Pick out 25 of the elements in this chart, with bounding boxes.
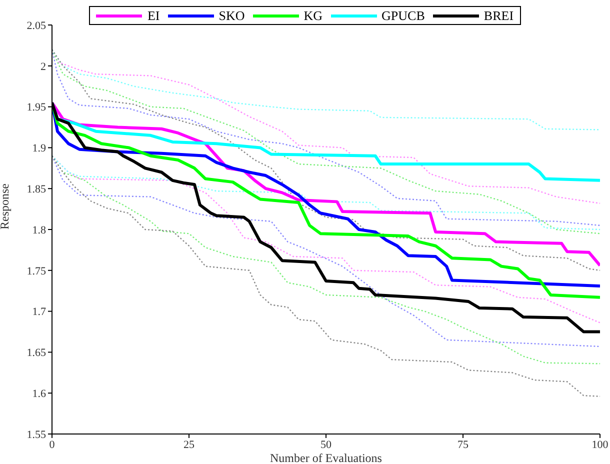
legend-label: KG	[304, 8, 323, 24]
y-tick-label: 1.9	[32, 142, 46, 155]
y-tick-label: 1.55	[26, 428, 46, 441]
y-tick-label: 2.05	[26, 20, 46, 32]
x-tick-label: 50	[320, 438, 332, 451]
y-tick-label: 1.65	[26, 347, 46, 360]
x-tick-label: 100	[592, 438, 609, 451]
x-axis-title: Number of Evaluations	[270, 451, 382, 464]
y-axis-title: Response	[0, 184, 12, 230]
y-tick-label: 1.8	[32, 224, 46, 236]
legend-label: GPUCB	[382, 8, 425, 24]
x-tick-label: 75	[458, 438, 469, 451]
legend-label: SKO	[218, 8, 245, 24]
y-tick-label: 1.95	[26, 102, 46, 114]
legend-label: EI	[147, 8, 160, 24]
line-series	[52, 155, 600, 230]
y-tick-label: 2	[40, 60, 46, 73]
line-series	[52, 48, 600, 271]
y-tick-label: 1.6	[32, 388, 46, 400]
x-tick-label: 25	[184, 438, 195, 451]
y-tick-label: 1.85	[26, 184, 46, 196]
y-tick-label: 1.75	[26, 265, 46, 278]
legend-label: BREI	[484, 8, 514, 24]
y-tick-label: 1.7	[32, 306, 46, 318]
x-tick-label: 0	[49, 438, 56, 451]
